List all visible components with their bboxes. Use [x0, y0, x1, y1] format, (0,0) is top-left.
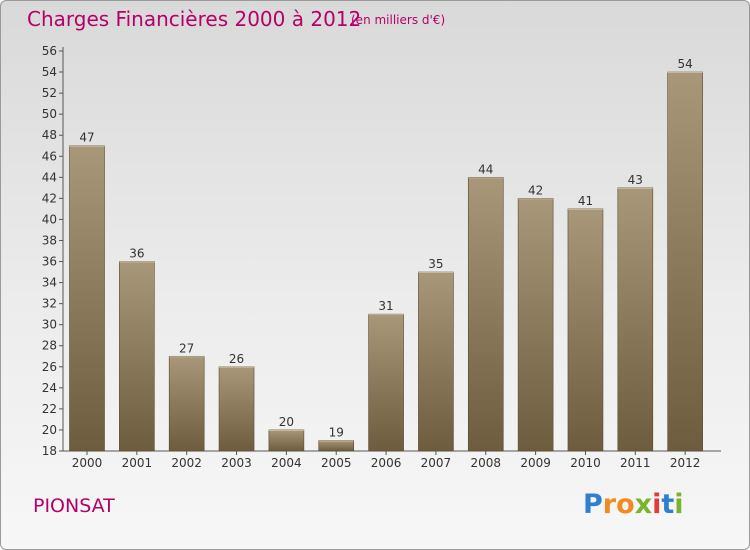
logo-letter: r: [602, 489, 617, 520]
bar-2009: [517, 198, 554, 452]
data-label: 54: [678, 57, 693, 71]
x-tick-label: 2002: [171, 456, 202, 470]
proxiti-logo[interactable]: Proxiti: [583, 489, 684, 520]
y-tick-label: 42: [42, 191, 57, 205]
bar-2011: [617, 187, 654, 452]
x-tick-label: 2011: [620, 456, 651, 470]
town-name: PIONSAT: [33, 495, 115, 517]
x-tick-label: 2006: [371, 456, 402, 470]
data-label: 20: [279, 415, 294, 429]
data-label: 36: [129, 247, 144, 261]
chart-title: Charges Financières 2000 à 2012: [27, 7, 362, 31]
chart-subtitle: (en milliers d'€): [351, 13, 446, 27]
x-tick-label: 2001: [122, 456, 153, 470]
x-tick-label: 2003: [221, 456, 252, 470]
y-tick-label: 34: [42, 276, 57, 290]
y-tick-label: 36: [42, 255, 57, 269]
logo-letter: i: [674, 489, 684, 520]
bar-2008: [467, 177, 504, 452]
x-tick-label: 2005: [321, 456, 352, 470]
x-tick-label: 2004: [271, 456, 302, 470]
bar-2002: [168, 355, 205, 452]
logo-letter: P: [583, 489, 603, 520]
y-tick-label: 30: [42, 318, 57, 332]
data-label: 43: [628, 173, 643, 187]
bar-2004: [268, 429, 305, 452]
data-label: 31: [378, 299, 393, 313]
data-label: 19: [329, 425, 344, 439]
logo-letter: x: [634, 489, 653, 520]
y-tick-label: 48: [42, 128, 57, 142]
y-tick-label: 20: [42, 423, 57, 437]
y-tick-label: 28: [42, 339, 57, 353]
logo-letter: t: [661, 489, 675, 520]
y-tick-label: 18: [42, 444, 57, 458]
y-tick-label: 50: [42, 107, 57, 121]
data-label: 41: [578, 194, 593, 208]
y-tick-label: 44: [42, 170, 57, 184]
y-tick-label: 56: [42, 44, 57, 58]
x-tick-label: 2009: [520, 456, 551, 470]
data-label: 35: [428, 257, 443, 271]
data-label: 27: [179, 341, 194, 355]
bar-2003: [218, 366, 255, 452]
bar-2005: [318, 440, 355, 452]
bar-2000: [69, 145, 105, 452]
data-label: 44: [478, 162, 493, 176]
bar-2007: [418, 271, 454, 452]
bar-2006: [368, 313, 404, 452]
y-tick-label: 38: [42, 233, 57, 247]
x-tick-label: 2008: [470, 456, 501, 470]
y-tick-label: 22: [42, 402, 57, 416]
bar-2012: [667, 71, 703, 452]
y-tick-label: 46: [42, 149, 57, 163]
x-tick-label: 2010: [570, 456, 601, 470]
y-tick-label: 54: [42, 65, 57, 79]
y-tick-label: 52: [42, 86, 57, 100]
logo-letter: o: [616, 489, 635, 520]
logo-letter: i: [652, 489, 662, 520]
x-tick-label: 2000: [72, 456, 103, 470]
y-tick-label: 26: [42, 360, 57, 374]
y-tick-label: 40: [42, 212, 57, 226]
x-tick-label: 2012: [670, 456, 701, 470]
bars: 47 36 27 26 20 19 31 35 44 42 41 43 54: [69, 57, 703, 452]
axes: 18 20 22 24 26 28 30 32 34 36 38 40 42 44 46 48 50 52 54 56…: [42, 44, 721, 470]
y-tick-label: 24: [42, 381, 57, 395]
x-tick-label: 2007: [421, 456, 452, 470]
bar-2010: [567, 208, 604, 452]
data-label: 42: [528, 183, 543, 197]
data-label: 47: [79, 131, 94, 145]
bar-2001: [119, 261, 155, 452]
data-label: 26: [229, 352, 244, 366]
y-tick-label: 32: [42, 297, 57, 311]
